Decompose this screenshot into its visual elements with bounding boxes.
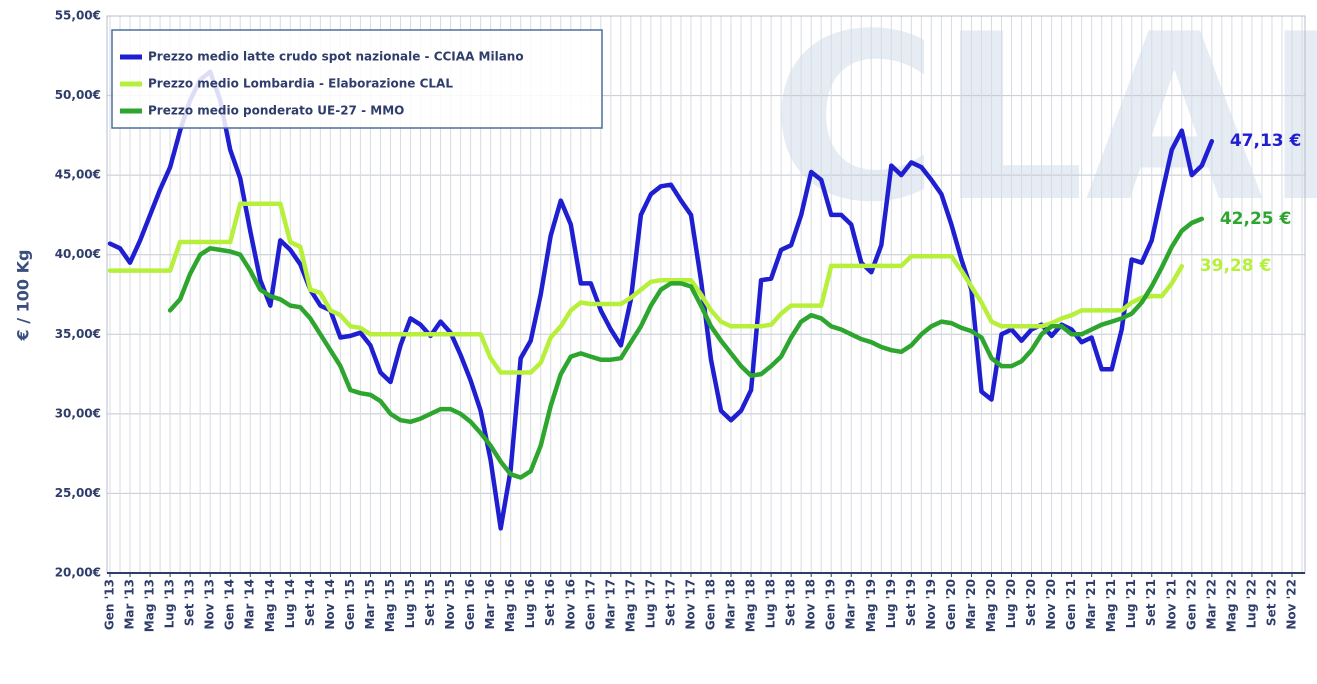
end-value-label: 42,25 €	[1220, 209, 1292, 229]
x-tick-label: Mag '13	[143, 579, 157, 632]
x-tick-label: Set '13	[183, 579, 197, 626]
x-tick-label: Mar '19	[844, 579, 858, 630]
x-tick-label: Nov '21	[1164, 579, 1178, 630]
legend: Prezzo medio latte crudo spot nazionale …	[111, 29, 603, 129]
x-tick-label: Set '15	[423, 579, 437, 626]
y-tick-label: 40,00€	[55, 247, 101, 261]
legend-box	[111, 29, 603, 129]
x-tick-label: Gen '13	[103, 579, 117, 630]
x-tick-label: Nov '16	[563, 579, 577, 630]
x-tick-label: Set '17	[663, 579, 677, 626]
x-tick-label: Mag '14	[263, 579, 277, 632]
y-tick-label: 35,00€	[55, 327, 101, 341]
x-tick-label: Mar '17	[603, 579, 617, 630]
x-tick-label: Lug '17	[643, 579, 657, 628]
x-tick-label: Mag '15	[383, 579, 397, 632]
x-tick-label: Mar '20	[964, 579, 978, 630]
x-tick-label: Gen '15	[343, 579, 357, 630]
y-axis-label: € / 100 Kg	[14, 250, 33, 342]
x-tick-label: Gen '18	[704, 579, 718, 630]
y-tick-label: 45,00€	[55, 168, 101, 182]
x-tick-label: Mar '15	[363, 579, 377, 630]
x-tick-label: Mag '20	[984, 579, 998, 632]
series-line	[107, 69, 1215, 531]
legend-label: Prezzo medio latte crudo spot nazionale …	[148, 50, 524, 64]
x-tick-label: Set '21	[1144, 579, 1158, 626]
x-tick-label: Nov '20	[1044, 579, 1058, 630]
x-tick-label: Mag '19	[864, 579, 878, 632]
x-tick-label: Gen '14	[223, 579, 237, 630]
x-tick-label: Gen '21	[1064, 579, 1078, 630]
x-tick-label: Mar '13	[123, 579, 137, 630]
x-tick-label: Lug '16	[523, 579, 537, 628]
x-tick-label: Mag '21	[1104, 579, 1118, 632]
x-tick-label: Set '19	[904, 579, 918, 626]
x-tick-label: Nov '19	[924, 579, 938, 630]
x-tick-label: Gen '16	[463, 579, 477, 630]
x-tick-label: Gen '19	[824, 579, 838, 630]
x-tick-label: Lug '19	[884, 579, 898, 628]
x-tick-label: Lug '14	[283, 579, 297, 628]
y-tick-label: 25,00€	[55, 486, 101, 500]
grid	[107, 15, 1305, 574]
x-tick-label: Lug '22	[1244, 579, 1258, 628]
x-tick-label: Nov '15	[443, 579, 457, 630]
x-tick-label: Set '20	[1024, 579, 1038, 626]
y-tick-label: 55,00€	[55, 9, 101, 23]
x-tick-label: Mar '21	[1084, 579, 1098, 630]
lines	[107, 69, 1215, 531]
x-tick-label: Mar '18	[724, 579, 738, 630]
x-tick-label: Set '22	[1264, 579, 1278, 626]
x-tick-label: Set '16	[543, 579, 557, 626]
legend-label: Prezzo medio ponderato UE-27 - MMO	[148, 104, 404, 118]
y-tick-label: 20,00€	[55, 566, 101, 580]
x-tick-label: Gen '17	[583, 579, 597, 630]
x-tick-label: Mar '14	[243, 579, 257, 630]
x-tick-label: Mag '22	[1224, 579, 1238, 632]
x-tick-label: Gen '22	[1184, 579, 1198, 630]
series-line	[167, 216, 1205, 480]
end-value-label: 39,28 €	[1200, 256, 1272, 276]
x-tick-label: Nov '17	[683, 579, 697, 630]
x-tick-label: Lug '20	[1004, 579, 1018, 628]
x-tick-label: Mar '16	[483, 579, 497, 630]
y-tick-label: 30,00€	[55, 406, 101, 420]
x-tick-label: Set '18	[784, 579, 798, 626]
y-tick-label: 50,00€	[55, 88, 101, 102]
x-tick-label: Mag '17	[623, 579, 637, 632]
legend-label: Prezzo medio Lombardia - Elaborazione CL…	[148, 77, 453, 91]
x-tick-label: Lug '18	[764, 579, 778, 628]
x-tick-label: Nov '18	[804, 579, 818, 630]
x-tick-label: Gen '20	[944, 579, 958, 630]
x-tick-label: Nov '13	[203, 579, 217, 630]
x-tick-label: Mar '22	[1204, 579, 1218, 630]
x-tick-label: Lug '13	[163, 579, 177, 628]
x-tick-label: Lug '15	[403, 579, 417, 628]
x-tick-label: Nov '14	[323, 579, 337, 630]
x-tick-label: Nov '22	[1284, 579, 1298, 630]
x-tick-label: Mag '18	[744, 579, 758, 632]
end-value-label: 47,13 €	[1230, 131, 1302, 151]
x-tick-label: Mag '16	[503, 579, 517, 632]
x-tick-label: Set '14	[303, 579, 317, 626]
x-tick-label: Lug '21	[1124, 579, 1138, 628]
series-line	[107, 201, 1185, 375]
